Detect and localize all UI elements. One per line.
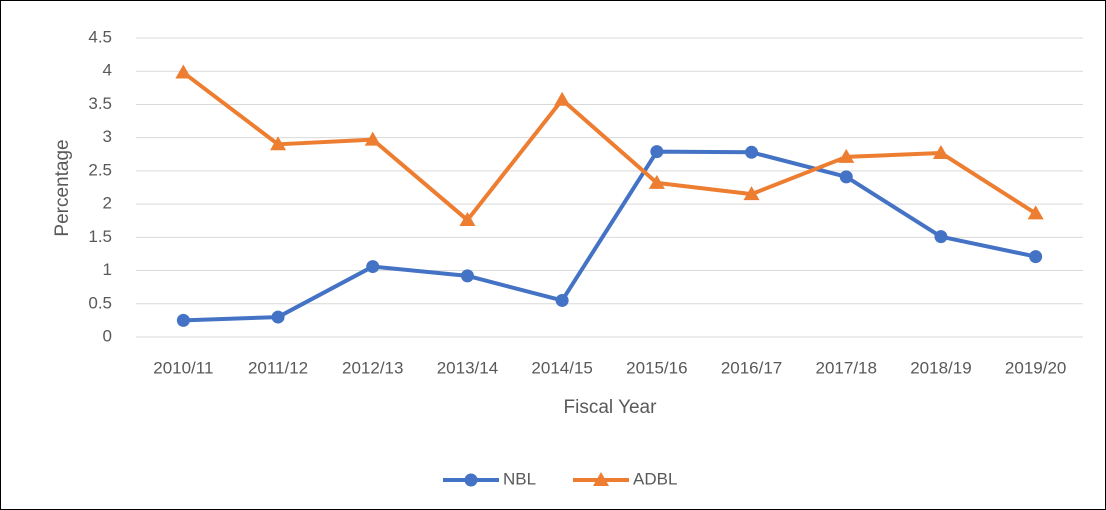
x-tick-label: 2019/20 (1005, 358, 1066, 377)
y-tick-label: 4 (103, 61, 112, 80)
legend-marker (464, 473, 478, 487)
y-tick-label: 2.5 (88, 160, 112, 179)
y-tick-label: 0.5 (88, 293, 112, 312)
x-tick-label: 2018/19 (910, 358, 971, 377)
data-point (271, 310, 285, 324)
data-point (743, 186, 760, 201)
data-point (555, 293, 569, 307)
x-tick-label: 2016/17 (721, 358, 782, 377)
data-point (1027, 205, 1044, 220)
y-axis-title: Percentage (52, 139, 73, 236)
x-tick-label: 2017/18 (816, 358, 877, 377)
x-tick-label: 2011/12 (248, 358, 308, 377)
legend-label: ADBL (633, 469, 677, 488)
data-point (1029, 250, 1043, 264)
data-point (838, 148, 855, 163)
x-tick-label: 2012/13 (342, 358, 403, 377)
y-tick-label: 1.5 (88, 227, 112, 246)
y-tick-label: 4.5 (88, 27, 112, 46)
data-point (176, 313, 190, 327)
y-tick-label: 2 (103, 194, 112, 213)
y-tick-label: 3 (103, 127, 112, 146)
x-tick-label: 2015/16 (626, 358, 687, 377)
series-line (183, 149, 1037, 323)
y-tick-label: 3.5 (88, 94, 112, 113)
data-point (175, 64, 192, 79)
data-point (270, 136, 287, 151)
data-point (364, 131, 381, 146)
series-line (182, 70, 1037, 223)
legend-label: NBL (503, 469, 536, 488)
y-tick-label: 1 (103, 260, 112, 279)
data-point (648, 174, 665, 189)
y-tick-label: 0 (103, 326, 112, 345)
data-point (366, 260, 380, 274)
x-tick-label: 2013/14 (437, 358, 498, 377)
data-point (554, 91, 571, 106)
data-point (839, 170, 853, 184)
data-point (459, 212, 476, 227)
data-point (460, 269, 474, 283)
legend-marker (593, 472, 609, 486)
data-point (650, 145, 664, 159)
x-tick-label: 2014/15 (531, 358, 592, 377)
data-point (745, 145, 759, 159)
x-tick-label: 2010/11 (153, 358, 213, 377)
data-point (932, 144, 949, 159)
data-point (934, 230, 948, 244)
x-axis-title: Fiscal Year (564, 397, 658, 418)
